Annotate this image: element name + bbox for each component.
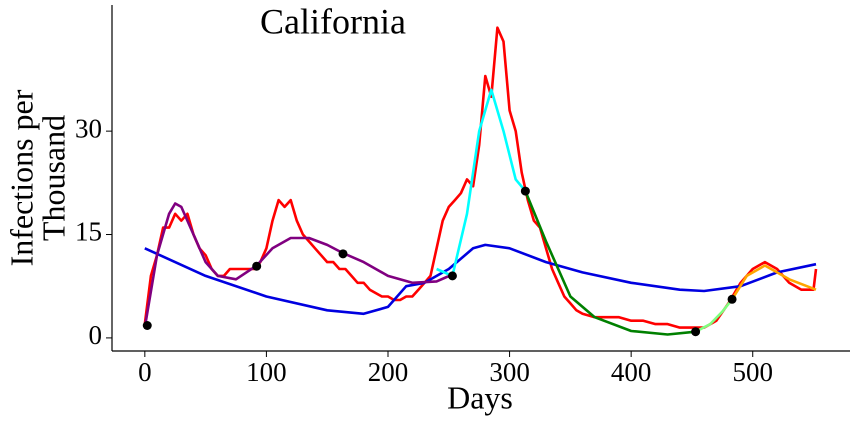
y-axis-label: Infections per Thousand	[3, 89, 71, 266]
y-tick-label: 0	[89, 320, 103, 350]
data-point	[338, 249, 348, 259]
chart-title: California	[260, 1, 406, 41]
data-point	[727, 294, 737, 304]
series-line	[524, 190, 696, 336]
data-point	[252, 261, 262, 271]
series-line	[730, 264, 817, 300]
series-line	[436, 88, 527, 278]
x-axis-label: Days	[447, 379, 513, 415]
y-tick-label: 30	[75, 113, 102, 143]
data-point	[447, 271, 457, 281]
data-point	[691, 327, 701, 337]
x-tick-label: 100	[246, 357, 287, 387]
x-tick-label: 300	[489, 357, 530, 387]
data-point	[520, 186, 530, 196]
x-tick-label: 500	[732, 357, 773, 387]
y-tick-label: 15	[75, 217, 102, 247]
x-tick-label: 400	[611, 357, 652, 387]
x-tick-label: 0	[138, 357, 152, 387]
series-line	[144, 243, 817, 316]
series-line	[143, 202, 453, 328]
y-axis-label-line: Infections per	[3, 89, 39, 266]
series-line	[143, 26, 818, 329]
x-tick-label: 200	[368, 357, 409, 387]
y-axis-label-line: Thousand	[35, 115, 71, 241]
data-point	[142, 320, 152, 330]
series-line	[694, 298, 734, 333]
